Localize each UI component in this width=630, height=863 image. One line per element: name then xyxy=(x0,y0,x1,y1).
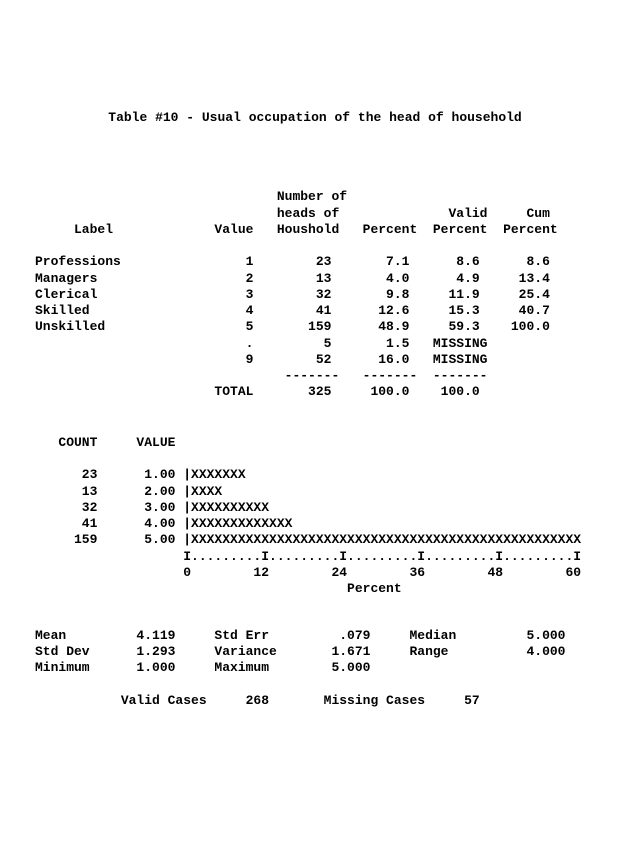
hist-row: 41 4.00 |XXXXXXXXXXXXX xyxy=(35,516,292,531)
stats-line: Minimum 1.000 Maximum 5.000 xyxy=(35,660,370,675)
hist-axis-title: Percent xyxy=(35,581,402,596)
hist-axis: I.........I.........I.........I.........… xyxy=(35,549,581,564)
header-line: heads of Valid Cum xyxy=(35,206,550,221)
hist-header: COUNT VALUE xyxy=(35,435,175,450)
table-row: . 5 1.5 MISSING xyxy=(35,336,487,351)
header-line: Number of xyxy=(35,189,347,204)
document-page: Table #10 - Usual occupation of the head… xyxy=(0,0,630,709)
table-title: Table #10 - Usual occupation of the head… xyxy=(35,110,595,125)
table-row: 9 52 16.0 MISSING xyxy=(35,352,487,367)
stats-line: Mean 4.119 Std Err .079 Median 5.000 xyxy=(35,628,566,643)
table-row: Unskilled 5 159 48.9 59.3 100.0 xyxy=(35,319,550,334)
freq-table: Number of heads of Valid Cum Label Value… xyxy=(35,173,595,401)
table-row: ------- ------- ------- xyxy=(35,368,487,383)
hist-axis-labels: 0 12 24 36 48 60 xyxy=(35,565,581,580)
hist-row: 159 5.00 |XXXXXXXXXXXXXXXXXXXXXXXXXXXXXX… xyxy=(35,532,581,547)
table-row: Professions 1 23 7.1 8.6 8.6 xyxy=(35,254,550,269)
hist-row: 32 3.00 |XXXXXXXXXX xyxy=(35,500,269,515)
cases-line: Valid Cases 268 Missing Cases 57 xyxy=(35,693,480,708)
table-row: TOTAL 325 100.0 100.0 xyxy=(35,384,480,399)
summary-stats: Mean 4.119 Std Err .079 Median 5.000 Std… xyxy=(35,611,595,709)
stats-line: Std Dev 1.293 Variance 1.671 Range 4.000 xyxy=(35,644,566,659)
header-line: Label Value Houshold Percent Percent Per… xyxy=(35,222,558,237)
table-row: Managers 2 13 4.0 4.9 13.4 xyxy=(35,271,550,286)
histogram: COUNT VALUE 23 1.00 |XXXXXXX 13 2.00 |XX… xyxy=(35,419,595,598)
table-row: Clerical 3 32 9.8 11.9 25.4 xyxy=(35,287,550,302)
hist-row: 13 2.00 |XXXX xyxy=(35,484,222,499)
hist-row: 23 1.00 |XXXXXXX xyxy=(35,467,246,482)
table-row: Skilled 4 41 12.6 15.3 40.7 xyxy=(35,303,550,318)
